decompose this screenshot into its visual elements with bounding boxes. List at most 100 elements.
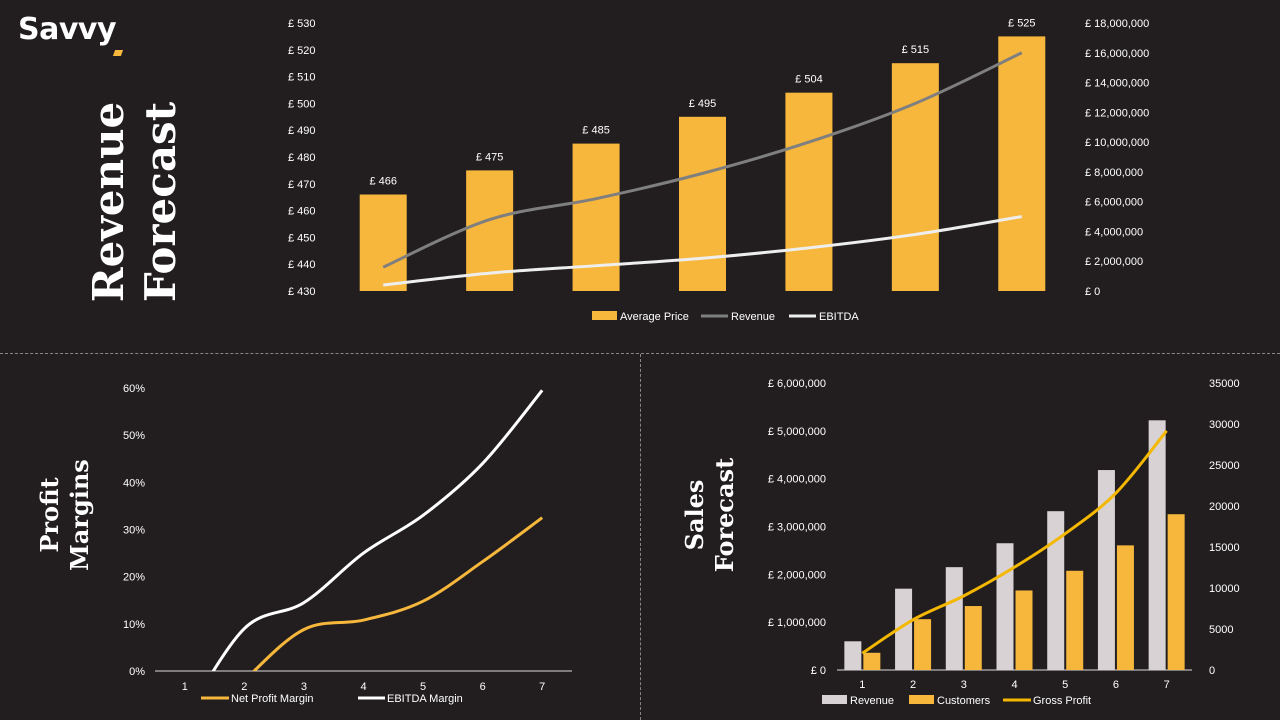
profit-y-tick: 0%	[129, 666, 145, 678]
sales-revenue-bar	[1148, 420, 1166, 670]
profit-x-tick: 5	[420, 681, 426, 693]
sales-revenue-bar	[895, 588, 913, 670]
bar-data-label: £ 525	[1008, 17, 1036, 29]
sales-customers-bar	[863, 652, 881, 670]
sales-left-tick: £ 5,000,000	[768, 426, 826, 438]
left-axis-tick: £ 510	[288, 72, 316, 84]
sales-left-tick: £ 2,000,000	[768, 569, 826, 581]
sales-left-tick: £ 4,000,000	[768, 474, 826, 486]
sales-right-tick: 0	[1209, 665, 1215, 677]
ebitda-margin-line	[211, 389, 544, 671]
right-axis-tick: £ 16,000,000	[1085, 48, 1149, 60]
sales-right-tick: 10000	[1209, 583, 1240, 595]
horizontal-divider	[0, 353, 1280, 354]
legend-revenue-label: Revenue	[731, 311, 775, 323]
sales-revenue-bar	[1047, 511, 1065, 670]
right-axis-tick: £ 14,000,000	[1085, 78, 1149, 90]
profit-x-tick: 2	[241, 681, 247, 693]
sales-left-tick: £ 1,000,000	[768, 617, 826, 629]
sales-right-tick: 15000	[1209, 542, 1240, 554]
average-price-bar	[679, 116, 726, 291]
bar-data-label: £ 466	[369, 176, 397, 188]
profit-y-tick: 30%	[123, 525, 145, 537]
sales-x-tick: 1	[859, 679, 865, 691]
sales-right-tick: 35000	[1209, 378, 1240, 390]
legend-sales-revenue-label: Revenue	[850, 695, 894, 707]
profit-y-tick: 60%	[123, 383, 145, 395]
vertical-divider	[640, 354, 641, 720]
average-price-bar	[572, 143, 620, 291]
average-price-bar	[998, 36, 1046, 292]
bar-data-label: £ 485	[582, 125, 610, 137]
sales-x-tick: 4	[1011, 679, 1017, 691]
average-price-bar	[891, 63, 939, 292]
logo-text: Savvy	[18, 12, 117, 47]
right-axis-tick: £ 6,000,000	[1085, 197, 1143, 209]
sales-left-tick: £ 6,000,000	[768, 378, 826, 390]
profit-x-tick: 6	[480, 681, 486, 693]
sales-x-tick: 6	[1113, 679, 1119, 691]
legend-average-price-swatch	[592, 311, 617, 320]
sales-revenue-bar	[844, 641, 862, 670]
sales-customers-bar	[1167, 514, 1185, 670]
sales-revenue-bar	[945, 567, 963, 670]
profit-x-tick: 4	[360, 681, 366, 693]
legend-sales-revenue-swatch	[822, 695, 847, 704]
left-axis-tick: £ 470	[288, 179, 316, 191]
right-axis-tick: £ 4,000,000	[1085, 226, 1143, 238]
average-price-bar	[785, 92, 833, 292]
average-price-bar	[359, 194, 407, 291]
sales-customers-bar	[1015, 590, 1033, 670]
profit-y-tick: 10%	[123, 619, 145, 631]
legend-customers-label: Customers	[937, 695, 991, 707]
right-axis-tick: £ 2,000,000	[1085, 256, 1143, 268]
legend-customers-swatch	[909, 695, 934, 704]
revenue-line	[382, 51, 1023, 269]
sales-customers-bar	[964, 606, 982, 670]
left-axis-tick: £ 480	[288, 152, 316, 164]
left-axis-tick: £ 520	[288, 45, 316, 57]
sales-x-tick: 2	[910, 679, 916, 691]
profit-x-tick: 3	[301, 681, 307, 693]
right-axis-tick: £ 10,000,000	[1085, 137, 1149, 149]
bar-data-label: £ 475	[476, 151, 504, 163]
sales-x-tick: 5	[1062, 679, 1068, 691]
sales-customers-bar	[1066, 570, 1084, 670]
sales-customers-bar	[914, 619, 932, 670]
left-axis-tick: £ 450	[288, 232, 316, 244]
sales-right-tick: 5000	[1209, 624, 1233, 636]
sales-left-tick: £ 3,000,000	[768, 522, 826, 534]
gross-profit-line	[861, 429, 1168, 655]
profit-y-tick: 20%	[123, 572, 145, 584]
bar-data-label: £ 504	[795, 74, 823, 86]
right-axis-tick: £ 18,000,000	[1085, 18, 1149, 30]
sales-revenue-bar	[996, 543, 1014, 670]
bar-data-label: £ 515	[902, 44, 930, 56]
profit-x-tick: 1	[182, 681, 188, 693]
profit-x-tick: 7	[539, 681, 545, 693]
sales-revenue-bar	[1097, 470, 1115, 670]
sales-right-tick: 25000	[1209, 460, 1240, 472]
right-axis-tick: £ 12,000,000	[1085, 107, 1149, 119]
legend-ebitda-label: EBITDA	[819, 311, 859, 323]
left-axis-tick: £ 490	[288, 125, 316, 137]
legend-gross-profit-label: Gross Profit	[1033, 695, 1091, 707]
net-profit-margin-line	[251, 516, 544, 671]
left-axis-tick: £ 440	[288, 259, 316, 271]
sales-customers-bar	[1116, 545, 1134, 670]
sales-right-tick: 30000	[1209, 419, 1240, 431]
right-axis-tick: £ 8,000,000	[1085, 167, 1143, 179]
right-axis-tick: £ 0	[1085, 286, 1100, 298]
left-axis-tick: £ 530	[288, 18, 316, 30]
left-axis-tick: £ 430	[288, 286, 316, 298]
bar-data-label: £ 495	[689, 98, 717, 110]
sales-x-tick: 3	[961, 679, 967, 691]
sales-right-tick: 20000	[1209, 501, 1240, 513]
profit-y-tick: 50%	[123, 430, 145, 442]
savvy-logo: Savvy	[18, 12, 124, 56]
left-axis-tick: £ 460	[288, 206, 316, 218]
legend-ebitda-margin-label: EBITDA Margin	[387, 693, 463, 705]
profit-y-tick: 40%	[123, 477, 145, 489]
left-axis-tick: £ 500	[288, 98, 316, 110]
